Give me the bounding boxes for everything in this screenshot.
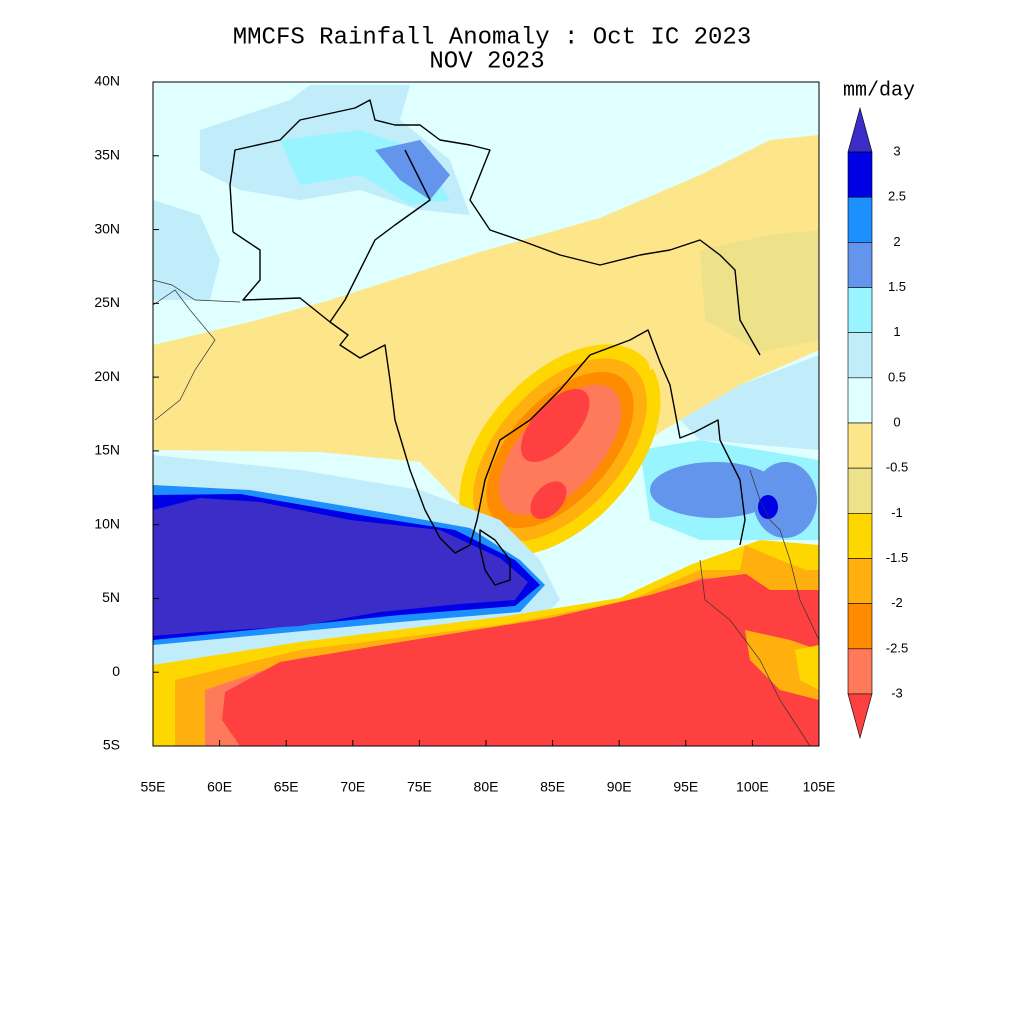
x-tick-label: 75E (407, 779, 432, 795)
colorbar-box (847, 467, 873, 514)
x-tick-label: 95E (673, 779, 698, 795)
y-tick-label: 5S (103, 737, 120, 753)
x-tick-label: 85E (540, 779, 565, 795)
title: MMCFS Rainfall Anomaly : Oct IC 2023 (233, 24, 751, 51)
colorbar-tick-label: -2.5 (886, 640, 908, 655)
colorbar-tick-label: 0 (893, 414, 900, 429)
colorbar-triangle (847, 106, 873, 153)
colorbar-box (847, 558, 873, 604)
colorbar-tick-label: 1.5 (888, 279, 906, 294)
colorbar-box (847, 422, 873, 469)
x-tick-label: 65E (274, 779, 299, 795)
y-tick-label: 5N (102, 589, 120, 605)
y-tick-label: 10N (94, 515, 120, 531)
y-tick-label: 40N (94, 73, 120, 89)
colorbar-box (847, 377, 873, 424)
colorbar-triangle (847, 693, 873, 740)
colorbar-tick-label: -1.5 (886, 550, 908, 565)
colorbar-tick-label: 3 (893, 143, 900, 158)
colorbar-tick-label: -0.5 (886, 460, 908, 475)
x-tick-label: 60E (207, 779, 232, 795)
colorbar: 3 2.5 2 1.5 1 0.5 0 -0.5 -1 -1.5 -2 -2.5 -3 (847, 106, 908, 740)
colorbar-box (847, 196, 873, 243)
y-tick-label: 30N (94, 220, 120, 236)
colorbar-label: mm/day (843, 79, 915, 102)
x-tick-label: 55E (141, 779, 166, 795)
colorbar-box (847, 287, 873, 333)
x-tick-label: 105E (803, 779, 836, 795)
y-tick-label: 0 (112, 663, 120, 679)
colorbar-tick-label: 0.5 (888, 369, 906, 384)
x-tick-label: 100E (736, 779, 769, 795)
coastlines (152, 99, 820, 747)
colorbar-box (847, 151, 873, 198)
axes: 55E 60E 65E 70E 75E 80E 85E 90E 95E 100E 105E 40N 35… (94, 73, 835, 795)
x-tick-label: 80E (474, 779, 499, 795)
colorbar-tick-label: 1 (893, 324, 900, 339)
x-tick-label: 90E (607, 779, 632, 795)
map-field (153, 82, 819, 746)
colorbar-box (847, 242, 873, 288)
colorbar-box (847, 603, 873, 650)
y-tick-label: 35N (94, 146, 120, 162)
y-tick-label: 20N (94, 368, 120, 384)
colorbar-tick-label: 2.5 (888, 189, 906, 204)
colorbar-tick-label: 2 (893, 234, 900, 249)
subtitle: NOV 2023 (429, 48, 544, 75)
colorbar-tick-label: -3 (891, 685, 903, 700)
colorbar-box (847, 513, 873, 559)
x-tick-label: 70E (340, 779, 365, 795)
colorbar-tick-label: -2 (891, 595, 903, 610)
y-tick-label: 25N (94, 294, 120, 310)
colorbar-box (847, 332, 873, 379)
colorbar-box (847, 648, 873, 695)
y-tick-label: 15N (94, 442, 120, 458)
colorbar-tick-label: -1 (891, 505, 903, 520)
